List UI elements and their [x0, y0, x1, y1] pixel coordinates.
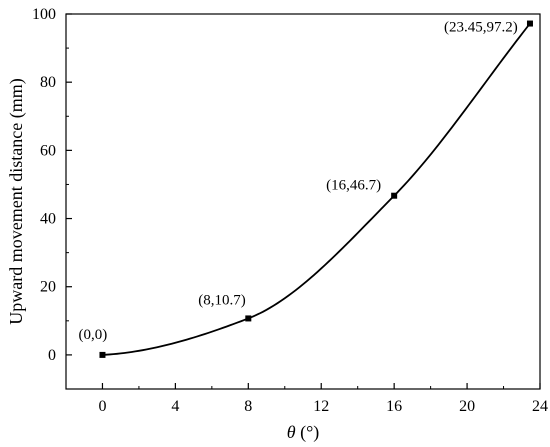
- y-tick-label: 40: [40, 211, 56, 228]
- y-axis-ticks: 0 20 40 60 80 100: [32, 6, 72, 390]
- data-point-label: (0,0): [78, 327, 107, 343]
- x-tick-label: 16: [386, 398, 402, 415]
- data-point-marker: [245, 315, 252, 322]
- point-labels: (0,0) (8,10.7) (16,46.7) (23.45,97.2): [78, 20, 517, 343]
- data-point-label: (16,46.7): [326, 178, 381, 194]
- series-line: [102, 22, 531, 356]
- x-tick-label: 24: [532, 398, 548, 415]
- x-axis-ticks: 0 4 8 12 16 20 24: [65, 383, 548, 415]
- y-tick-label: 0: [48, 347, 56, 364]
- data-point-label: (8,10.7): [198, 292, 246, 308]
- y-tick-label: 20: [40, 279, 56, 296]
- x-axis-title: θ (°): [287, 422, 320, 443]
- x-axis-symbol: θ: [287, 422, 296, 442]
- data-point-marker: [99, 351, 106, 358]
- x-tick-label: 4: [171, 398, 179, 415]
- x-tick-label: 20: [459, 398, 475, 415]
- data-point-marker: [391, 192, 398, 199]
- x-tick-label: 8: [244, 398, 252, 415]
- plot-area-frame: [65, 13, 541, 390]
- y-axis-title: Upward movement distance (mm): [6, 78, 27, 324]
- y-tick-label: 100: [32, 6, 56, 23]
- data-point-marker: [526, 20, 533, 27]
- y-tick-label: 60: [40, 142, 56, 159]
- data-point-label: (23.45,97.2): [444, 20, 518, 36]
- x-tick-label: 0: [98, 398, 106, 415]
- y-tick-label: 80: [40, 74, 56, 91]
- series-markers: [99, 20, 533, 358]
- x-axis-unit: (°): [296, 422, 320, 443]
- x-tick-label: 12: [313, 398, 329, 415]
